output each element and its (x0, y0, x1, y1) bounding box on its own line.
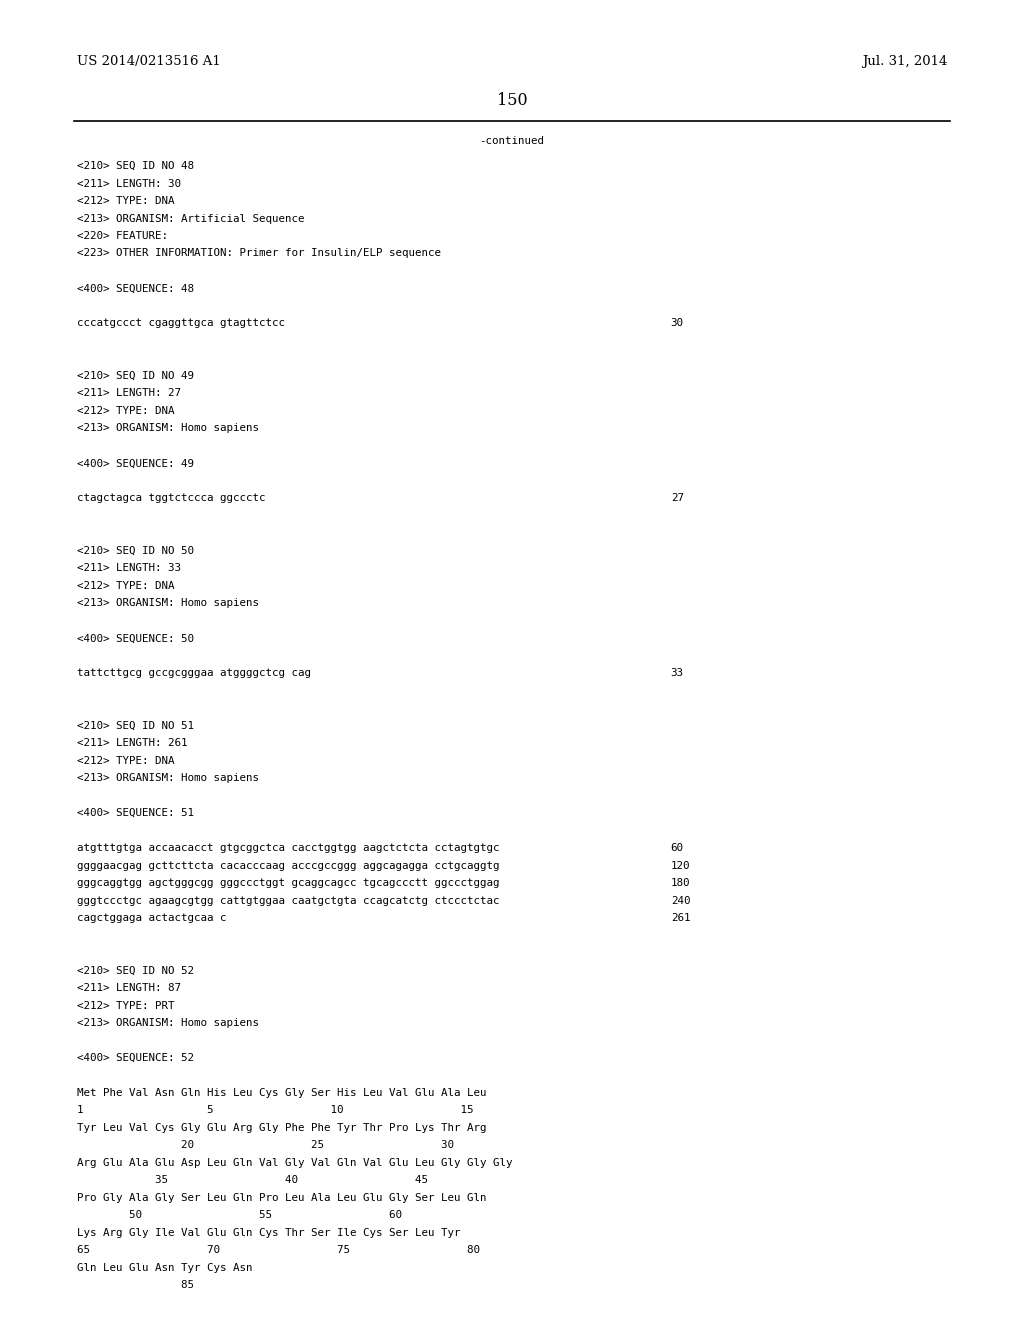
Text: <210> SEQ ID NO 48: <210> SEQ ID NO 48 (77, 161, 194, 172)
Text: Lys Arg Gly Ile Val Glu Gln Cys Thr Ser Ile Cys Ser Leu Tyr: Lys Arg Gly Ile Val Glu Gln Cys Thr Ser … (77, 1228, 461, 1238)
Text: ctagctagca tggtctccca ggccctc: ctagctagca tggtctccca ggccctc (77, 494, 265, 503)
Text: <400> SEQUENCE: 50: <400> SEQUENCE: 50 (77, 634, 194, 643)
Text: 27: 27 (671, 494, 684, 503)
Text: gggtccctgc agaagcgtgg cattgtggaa caatgctgta ccagcatctg ctccctctac: gggtccctgc agaagcgtgg cattgtggaa caatgct… (77, 895, 500, 906)
Text: 1                   5                  10                  15: 1 5 10 15 (77, 1105, 473, 1115)
Text: ggggaacgag gcttcttcta cacacccaag acccgccggg aggcagagga cctgcaggtg: ggggaacgag gcttcttcta cacacccaag acccgcc… (77, 861, 500, 871)
Text: 180: 180 (671, 878, 690, 888)
Text: 240: 240 (671, 895, 690, 906)
Text: <211> LENGTH: 30: <211> LENGTH: 30 (77, 178, 181, 189)
Text: 261: 261 (671, 913, 690, 923)
Text: 120: 120 (671, 861, 690, 871)
Text: cccatgccct cgaggttgca gtagttctcc: cccatgccct cgaggttgca gtagttctcc (77, 318, 285, 329)
Text: <211> LENGTH: 27: <211> LENGTH: 27 (77, 388, 181, 399)
Text: 20                  25                  30: 20 25 30 (77, 1140, 454, 1151)
Text: Arg Glu Ala Glu Asp Leu Gln Val Gly Val Gln Val Glu Leu Gly Gly Gly: Arg Glu Ala Glu Asp Leu Gln Val Gly Val … (77, 1158, 512, 1168)
Text: <400> SEQUENCE: 52: <400> SEQUENCE: 52 (77, 1053, 194, 1063)
Text: tattcttgcg gccgcgggaa atggggctcg cag: tattcttgcg gccgcgggaa atggggctcg cag (77, 668, 311, 678)
Text: Pro Gly Ala Gly Ser Leu Gln Pro Leu Ala Leu Glu Gly Ser Leu Gln: Pro Gly Ala Gly Ser Leu Gln Pro Leu Ala … (77, 1193, 486, 1203)
Text: <220> FEATURE:: <220> FEATURE: (77, 231, 168, 242)
Text: gggcaggtgg agctgggcgg gggccctggt gcaggcagcc tgcagccctt ggccctggag: gggcaggtgg agctgggcgg gggccctggt gcaggca… (77, 878, 500, 888)
Text: <210> SEQ ID NO 50: <210> SEQ ID NO 50 (77, 545, 194, 556)
Text: Met Phe Val Asn Gln His Leu Cys Gly Ser His Leu Val Glu Ala Leu: Met Phe Val Asn Gln His Leu Cys Gly Ser … (77, 1088, 486, 1098)
Text: <400> SEQUENCE: 48: <400> SEQUENCE: 48 (77, 284, 194, 293)
Text: <400> SEQUENCE: 51: <400> SEQUENCE: 51 (77, 808, 194, 818)
Text: <212> TYPE: DNA: <212> TYPE: DNA (77, 195, 174, 206)
Text: -continued: -continued (479, 136, 545, 147)
Text: <212> TYPE: DNA: <212> TYPE: DNA (77, 405, 174, 416)
Text: Jul. 31, 2014: Jul. 31, 2014 (862, 55, 947, 69)
Text: 30: 30 (671, 318, 684, 329)
Text: <211> LENGTH: 87: <211> LENGTH: 87 (77, 983, 181, 993)
Text: <223> OTHER INFORMATION: Primer for Insulin/ELP sequence: <223> OTHER INFORMATION: Primer for Insu… (77, 248, 440, 259)
Text: <210> SEQ ID NO 49: <210> SEQ ID NO 49 (77, 371, 194, 381)
Text: <212> TYPE: DNA: <212> TYPE: DNA (77, 581, 174, 591)
Text: 60: 60 (671, 843, 684, 853)
Text: <213> ORGANISM: Homo sapiens: <213> ORGANISM: Homo sapiens (77, 774, 259, 783)
Text: atgtttgtga accaacacct gtgcggctca cacctggtgg aagctctcta cctagtgtgc: atgtttgtga accaacacct gtgcggctca cacctgg… (77, 843, 500, 853)
Text: <213> ORGANISM: Homo sapiens: <213> ORGANISM: Homo sapiens (77, 1018, 259, 1028)
Text: Tyr Leu Val Cys Gly Glu Arg Gly Phe Phe Tyr Thr Pro Lys Thr Arg: Tyr Leu Val Cys Gly Glu Arg Gly Phe Phe … (77, 1123, 486, 1133)
Text: <210> SEQ ID NO 52: <210> SEQ ID NO 52 (77, 965, 194, 975)
Text: <212> TYPE: PRT: <212> TYPE: PRT (77, 1001, 174, 1011)
Text: 65                  70                  75                  80: 65 70 75 80 (77, 1245, 480, 1255)
Text: <210> SEQ ID NO 51: <210> SEQ ID NO 51 (77, 721, 194, 731)
Text: <213> ORGANISM: Homo sapiens: <213> ORGANISM: Homo sapiens (77, 424, 259, 433)
Text: 35                  40                  45: 35 40 45 (77, 1175, 428, 1185)
Text: 50                  55                  60: 50 55 60 (77, 1210, 401, 1221)
Text: <211> LENGTH: 33: <211> LENGTH: 33 (77, 564, 181, 573)
Text: 85: 85 (77, 1280, 194, 1291)
Text: <213> ORGANISM: Homo sapiens: <213> ORGANISM: Homo sapiens (77, 598, 259, 609)
Text: <213> ORGANISM: Artificial Sequence: <213> ORGANISM: Artificial Sequence (77, 214, 304, 223)
Text: <400> SEQUENCE: 49: <400> SEQUENCE: 49 (77, 458, 194, 469)
Text: US 2014/0213516 A1: US 2014/0213516 A1 (77, 55, 220, 69)
Text: 33: 33 (671, 668, 684, 678)
Text: cagctggaga actactgcaa c: cagctggaga actactgcaa c (77, 913, 226, 923)
Text: <211> LENGTH: 261: <211> LENGTH: 261 (77, 738, 187, 748)
Text: <212> TYPE: DNA: <212> TYPE: DNA (77, 755, 174, 766)
Text: Gln Leu Glu Asn Tyr Cys Asn: Gln Leu Glu Asn Tyr Cys Asn (77, 1263, 252, 1272)
Text: 150: 150 (497, 92, 527, 110)
